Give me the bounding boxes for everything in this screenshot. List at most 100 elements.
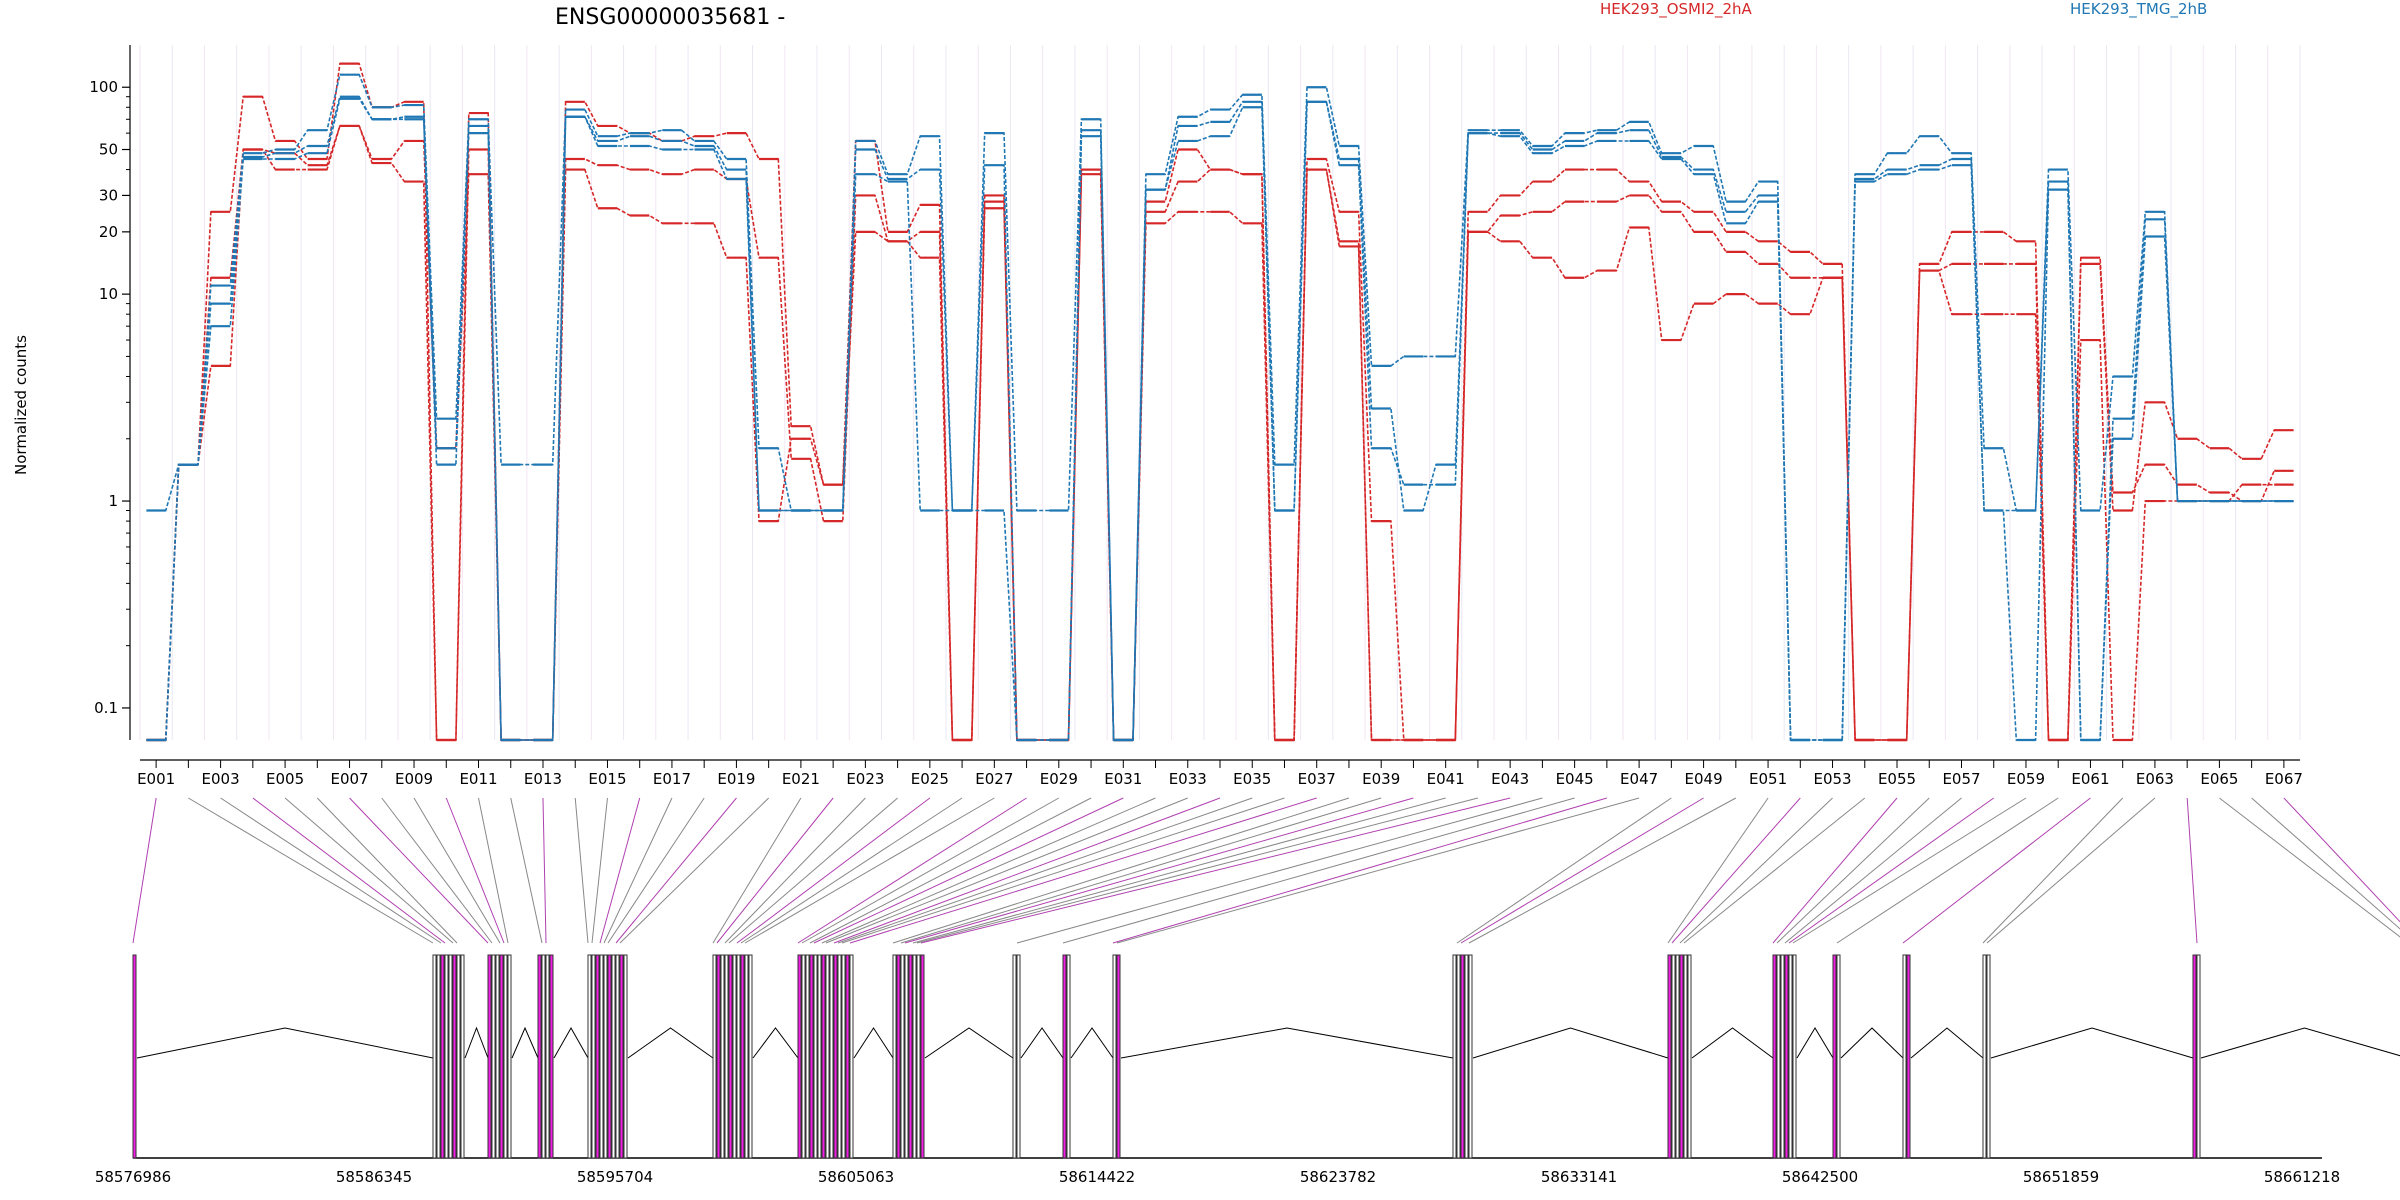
- exon-block: [748, 954, 753, 1159]
- exon-label: E057: [1942, 770, 1980, 788]
- exon-label: E063: [2136, 770, 2174, 788]
- connector-line: [316, 797, 458, 944]
- y-axis-label: Normalized counts: [12, 335, 30, 475]
- exon-block: [2192, 954, 2197, 1159]
- exon-block: [1116, 954, 1121, 1159]
- exon-block: [849, 954, 854, 1159]
- connector-line: [712, 797, 802, 944]
- y-tick-label: 50: [99, 141, 118, 159]
- intron-line: [511, 1026, 539, 1059]
- connector-line: [132, 797, 157, 944]
- exon-label: E061: [2071, 770, 2109, 788]
- exon-block: [1683, 954, 1688, 1159]
- series-layer: [146, 62, 2294, 742]
- exon-block: [892, 954, 897, 1159]
- connector-line: [736, 797, 931, 944]
- exon-block: [821, 954, 826, 1159]
- exon-block: [452, 954, 457, 1159]
- exon-label: E025: [911, 770, 949, 788]
- exon-label: E007: [330, 770, 368, 788]
- intron-line: [1990, 1027, 2194, 1059]
- exon-block: [611, 954, 616, 1159]
- connector-line: [381, 797, 493, 944]
- exon-block: [809, 954, 814, 1159]
- exon-label: E019: [717, 770, 755, 788]
- y-tick-label: 100: [89, 78, 118, 96]
- exon-label: E049: [1685, 770, 1723, 788]
- connector-line: [813, 797, 1124, 944]
- connector-line: [252, 797, 446, 944]
- exon-block: [607, 954, 612, 1159]
- exon-block: [587, 954, 592, 1159]
- connector-line: [2219, 797, 2400, 938]
- intron-line: [1840, 1027, 1904, 1059]
- connector-line: [920, 797, 1511, 944]
- exon-block: [545, 954, 550, 1159]
- exon-label: E001: [137, 770, 175, 788]
- exon-label: E033: [1169, 770, 1207, 788]
- exon-block: [603, 954, 608, 1159]
- exon-block: [1776, 954, 1781, 1159]
- intron-line: [924, 1027, 1014, 1059]
- exon-label: E023: [846, 770, 884, 788]
- exon-label: E067: [2265, 770, 2303, 788]
- exon-block: [1464, 954, 1469, 1159]
- intron-line: [1910, 1027, 1984, 1059]
- exon-label: E047: [1620, 770, 1658, 788]
- y-tick-label: 1: [108, 492, 118, 510]
- exon-block: [833, 954, 838, 1159]
- intron-line: [553, 1026, 589, 1059]
- connector-line: [1902, 797, 2091, 944]
- connector-line: [744, 797, 995, 944]
- exon-block: [549, 954, 554, 1159]
- exon-block: [916, 954, 921, 1159]
- intron-line: [1691, 1027, 1774, 1059]
- coordinate-label: 58661218: [2264, 1168, 2340, 1186]
- connector-line: [716, 797, 834, 944]
- exon-label: E059: [2007, 770, 2045, 788]
- connector-line: [619, 797, 770, 944]
- connector-line: [574, 797, 589, 944]
- connector-line: [2186, 797, 2198, 944]
- connector-line: [825, 797, 1188, 944]
- connector-line: [1679, 797, 1833, 944]
- exon-label: E051: [1749, 770, 1787, 788]
- exon-block: [1836, 954, 1841, 1159]
- connector-line: [1671, 797, 1801, 944]
- exon-block: [499, 954, 504, 1159]
- exon-label: E017: [653, 770, 691, 788]
- vertical-gridlines: [139, 45, 2301, 740]
- connector-line: [821, 797, 1156, 944]
- connector-line: [1772, 797, 1898, 944]
- coordinate-label: 58605063: [818, 1168, 894, 1186]
- connector-line: [349, 797, 489, 944]
- intron-line: [752, 1027, 799, 1059]
- connector-line: [188, 797, 434, 944]
- chart-title: ENSG00000035681 -: [555, 5, 785, 30]
- exon-block: [896, 954, 901, 1159]
- exon-block: [716, 954, 721, 1159]
- exon-block: [1066, 954, 1071, 1159]
- exon-block: [487, 954, 492, 1159]
- exon-block: [1062, 954, 1067, 1159]
- exon-block: [912, 954, 917, 1159]
- exon-block: [615, 954, 620, 1159]
- connector-line: [1460, 797, 1704, 944]
- coordinate-label: 58651859: [2023, 1168, 2099, 1186]
- exon-block: [837, 954, 842, 1159]
- connector-line: [724, 797, 866, 944]
- connector-line: [841, 797, 1285, 944]
- exon-label: E003: [202, 770, 240, 788]
- exon-block: [1112, 954, 1117, 1159]
- exon-block: [1679, 954, 1684, 1159]
- genomic-coordinates: 58576986 58586345 58595704 58605063 58614422…: [95, 1168, 2340, 1186]
- connector-line: [615, 797, 737, 944]
- exon-label: E045: [1556, 770, 1594, 788]
- exon-block: [1452, 954, 1457, 1159]
- exon-block: [1784, 954, 1789, 1159]
- x-axis: E001 E003 E005 E007 E009 E011 E013 E015 E017 E019…: [137, 759, 2303, 788]
- exon-block: [495, 954, 500, 1159]
- connector-line: [603, 797, 673, 944]
- exon-block: [2196, 954, 2201, 1159]
